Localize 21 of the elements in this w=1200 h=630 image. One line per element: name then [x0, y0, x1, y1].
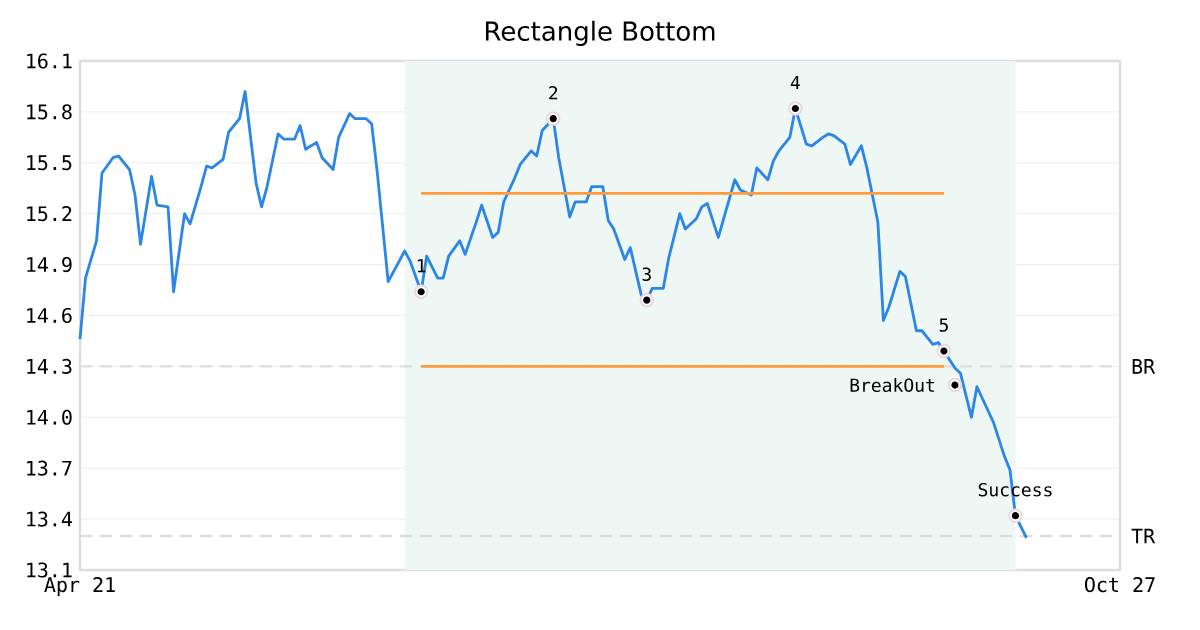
- y-tick-label: 13.7: [27, 460, 72, 476]
- ref-line-label: BR: [1132, 359, 1156, 374]
- y-tick-label: 14.6: [27, 307, 72, 324]
- y-tick-label: 14.0: [27, 409, 72, 425]
- chart-title: Rectangle Bottom: [485, 20, 715, 46]
- y-tick-label: 15.8: [27, 104, 72, 120]
- y-tick-label: 15.5: [27, 155, 72, 171]
- annotation: 2: [549, 85, 558, 100]
- annotation: 5: [939, 318, 948, 332]
- y-tick-label: 14.3: [27, 358, 72, 374]
- x-tick-label: Oct 27: [1085, 577, 1155, 593]
- x-tick-label: Apr 21: [44, 577, 115, 597]
- y-tick-label: 15.2: [27, 206, 72, 222]
- y-tick-label: 16.1: [27, 53, 72, 69]
- annotation: BreakOut: [850, 378, 935, 393]
- y-tick-label: 13.1: [27, 562, 72, 578]
- y-tick-label: 14.9: [27, 257, 72, 273]
- annotation: 3: [642, 267, 651, 282]
- ref-line-label: TR: [1131, 528, 1156, 544]
- y-tick-label: 13.4: [27, 511, 72, 527]
- annotation: 4: [790, 75, 800, 90]
